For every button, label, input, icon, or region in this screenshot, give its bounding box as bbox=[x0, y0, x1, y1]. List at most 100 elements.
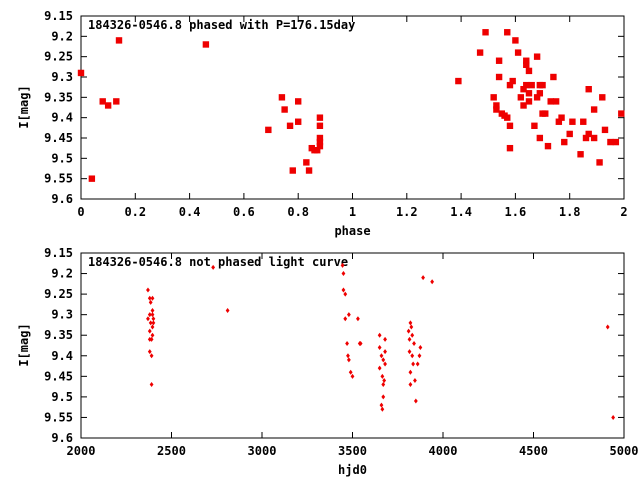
data-point bbox=[151, 320, 156, 326]
x-axis-label: phase bbox=[334, 224, 370, 238]
data-point bbox=[380, 406, 385, 412]
data-point bbox=[525, 98, 533, 105]
data-point bbox=[561, 138, 568, 146]
data-point bbox=[377, 345, 382, 351]
data-point bbox=[380, 373, 385, 379]
data-point bbox=[531, 122, 538, 129]
data-point bbox=[421, 275, 425, 281]
data-point bbox=[77, 69, 85, 77]
data-point bbox=[149, 353, 154, 359]
data-point bbox=[383, 336, 387, 342]
data-point bbox=[523, 61, 530, 68]
data-point bbox=[343, 291, 348, 297]
data-point bbox=[596, 159, 603, 166]
y-tick-label: 9.5 bbox=[51, 390, 73, 404]
data-point bbox=[520, 86, 527, 93]
data-point bbox=[350, 373, 355, 379]
data-point bbox=[455, 77, 462, 85]
data-point bbox=[383, 349, 387, 355]
data-point bbox=[566, 130, 573, 138]
data-point bbox=[149, 336, 154, 342]
data-point bbox=[381, 357, 386, 363]
y-tick-label: 9.45 bbox=[44, 131, 73, 145]
data-point bbox=[381, 382, 386, 388]
data-point bbox=[536, 90, 544, 97]
data-point bbox=[430, 279, 435, 285]
data-point bbox=[417, 353, 422, 359]
data-point bbox=[585, 86, 592, 93]
data-point bbox=[552, 98, 560, 105]
data-point bbox=[410, 332, 415, 338]
data-point bbox=[504, 114, 511, 121]
data-point bbox=[286, 122, 294, 129]
y-tick-label: 9.45 bbox=[44, 369, 73, 383]
data-point bbox=[612, 138, 620, 146]
y-tick-label: 9.3 bbox=[51, 308, 73, 322]
data-point bbox=[202, 41, 210, 48]
x-tick-label: 2000 bbox=[67, 444, 96, 458]
data-point bbox=[346, 353, 350, 359]
y-tick-label: 9.35 bbox=[44, 90, 73, 104]
data-point bbox=[413, 398, 418, 404]
data-point bbox=[407, 349, 412, 355]
data-point bbox=[544, 142, 552, 150]
data-point bbox=[495, 57, 503, 64]
data-point bbox=[542, 110, 549, 117]
data-point bbox=[580, 118, 587, 125]
data-point bbox=[512, 37, 519, 44]
x-tick-label: 3000 bbox=[248, 444, 277, 458]
data-point bbox=[146, 287, 150, 293]
x-tick-label: 1.8 bbox=[559, 205, 581, 219]
x-axis-label: hjd0 bbox=[338, 463, 367, 477]
x-tick-label: 1.4 bbox=[450, 205, 472, 219]
data-point bbox=[340, 262, 345, 268]
data-point bbox=[150, 312, 155, 318]
data-point bbox=[618, 110, 625, 117]
data-point bbox=[550, 73, 557, 81]
data-points bbox=[77, 29, 625, 182]
y-tick-label: 9.2 bbox=[51, 29, 73, 43]
data-point bbox=[558, 114, 565, 121]
y-tick-label: 9.4 bbox=[51, 349, 73, 363]
data-point bbox=[408, 382, 413, 388]
data-point bbox=[605, 324, 610, 330]
x-tick-label: 5000 bbox=[610, 444, 639, 458]
data-point bbox=[382, 377, 387, 383]
data-point bbox=[358, 340, 363, 346]
data-point bbox=[495, 73, 503, 81]
x-tick-label: 2 bbox=[620, 205, 627, 219]
data-point bbox=[113, 98, 120, 105]
y-tick-label: 9.35 bbox=[44, 328, 73, 342]
data-point bbox=[265, 126, 272, 134]
x-tick-label: 0.8 bbox=[287, 205, 309, 219]
data-point bbox=[514, 49, 522, 56]
y-tick-label: 9.5 bbox=[51, 151, 73, 165]
data-point bbox=[381, 394, 386, 400]
data-point bbox=[406, 328, 411, 334]
data-point bbox=[150, 324, 155, 330]
x-tick-label: 0 bbox=[77, 205, 84, 219]
data-point bbox=[506, 144, 514, 152]
x-tick-label: 4000 bbox=[429, 444, 458, 458]
x-tick-label: 0.4 bbox=[179, 205, 201, 219]
data-point bbox=[225, 308, 230, 314]
chart-title: 184326-0546.8 phased with P=176.15day bbox=[88, 18, 355, 32]
data-point bbox=[305, 167, 313, 174]
data-point bbox=[147, 295, 152, 301]
data-point bbox=[533, 53, 541, 60]
data-point bbox=[147, 312, 152, 318]
data-point bbox=[569, 118, 576, 125]
x-tick-label: 1.6 bbox=[505, 205, 527, 219]
data-point bbox=[345, 340, 349, 346]
data-point bbox=[517, 94, 525, 101]
data-point bbox=[316, 138, 324, 146]
data-point bbox=[147, 349, 152, 355]
data-point bbox=[148, 320, 153, 326]
data-point bbox=[528, 81, 535, 89]
data-point bbox=[408, 320, 413, 326]
x-tick-label: 4500 bbox=[519, 444, 548, 458]
data-points bbox=[146, 262, 616, 420]
data-point bbox=[316, 122, 324, 129]
